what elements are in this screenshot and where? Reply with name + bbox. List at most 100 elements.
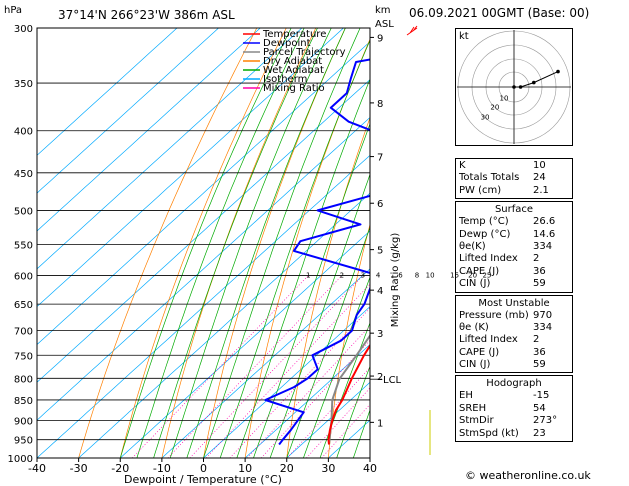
x-tick-label: 10 [238,462,252,475]
mixing-ratio-label: 15 [450,272,459,280]
most-unstable-value: 334 [533,321,553,333]
mixing-ratio-label: 25 [482,272,491,280]
indices-most-unstable: Most Unstable Pressure (mb) 970 θe (K) 334 L… [455,294,573,374]
pressure-tick-label: 750 [14,351,33,362]
dry-adiabat-line [609,28,629,458]
hodograph-index-row: StmSpd (kt) 23 [459,428,569,440]
km-unit: km [375,5,391,16]
pressure-tick-label: 850 [14,396,33,407]
wet-adiabat-line [303,276,370,458]
index-value: 10 [533,160,546,171]
surface-value: 14.6 [533,228,556,240]
pressure-tick-label: 650 [14,300,33,311]
index-name: PW (cm) [459,184,502,196]
surface-value: 26.6 [533,216,556,228]
x-tick-label: -40 [28,462,46,475]
km-tick-label: 6 [377,199,383,210]
mixing-ratio-label: 2 [340,272,344,280]
surface-value: 36 [533,265,546,277]
most-unstable-name: Lifted Index [459,334,518,346]
location-title: 37°14'N 266°23'W 386m ASL [58,8,235,22]
x-tick-label: -10 [153,462,171,475]
surface-value: 59 [533,278,546,290]
hodograph-index-row: SREH 54 [459,403,569,415]
mixing-ratio-label: 20 [468,272,477,280]
hodograph-title: Hodograph [486,378,542,390]
hodograph-index-name: SREH [459,402,487,414]
mixing-ratio-line [167,275,343,458]
most-unstable-name: θe (K) [459,321,489,333]
dewpoint-line [264,58,370,446]
pressure-tick-label: 550 [14,240,33,251]
pressure-tick-label: 400 [14,127,33,138]
mixing-ratio-line [189,275,364,458]
dry-adiabat-line [369,451,370,458]
index-row: Totals Totals 24 [459,172,569,184]
indices-hodograph: Hodograph EH -15 SREH 54 StmDir 273° StmSpd (k… [455,375,573,443]
pressure-tick-label: 800 [14,374,33,385]
hodograph-index-value: 273° [533,415,558,427]
pressure-tick-label: 900 [14,416,33,427]
surface-name: Temp (°C) [459,216,509,228]
surface-row: Lifted Index 2 [459,253,569,265]
x-tick-label: 0 [200,462,207,475]
temperature-line [327,343,370,445]
surface-name: CAPE (J) [459,265,500,277]
dry-adiabat-line [119,28,287,458]
legend-entry: Wet Adiabat [263,65,324,76]
surface-value: 2 [533,253,540,265]
wet-adiabat-line [336,365,370,458]
km-tick-label: 1 [377,418,383,429]
isotherm-line [37,28,178,156]
isotherm-line [37,28,219,194]
mixing-ratio-line [205,283,370,458]
pressure-tick-label: 950 [14,436,33,447]
mixing-ratio-axis-label: Mixing Ratio (g/kg) [390,233,401,328]
mixing-ratio-label: 8 [415,272,419,280]
mixing-ratio-line [229,307,370,458]
isotherm-line [37,28,261,232]
km-tick-label: 2 [377,372,383,383]
mixing-ratio-line [131,275,309,458]
mixing-ratio-line [287,367,370,458]
hodograph-trace [514,71,559,88]
parcel-trajectory-line [328,334,370,445]
dry-adiabat-line [572,28,611,458]
hodograph-index-name: StmSpd (kt) [459,427,519,439]
km-tick-label: 7 [377,153,383,164]
surface-name: Dewp (°C) [459,228,511,240]
hodograph-index-value: 23 [533,427,546,439]
most-unstable-name: CAPE (J) [459,346,500,358]
hodograph-index-value: -15 [533,390,550,402]
pressure-tick-label: 1000 [8,454,33,465]
isotherm-line [37,41,370,345]
most-unstable-row: CAPE (J) 36 [459,347,569,359]
surface-row: Dewp (°C) 14.6 [459,229,569,241]
x-tick-label: 40 [363,462,377,475]
legend-entry: Isotherm [263,74,307,85]
indices-table: K 10 Totals Totals 24 PW (cm) 2.1 Surface Tem… [455,156,573,443]
most-unstable-value: 2 [533,334,540,346]
hodograph-index-row: EH -15 [459,390,569,402]
date-header: 06.09.2021 00GMT (Base: 00) [409,6,590,20]
most-unstable-name: CIN (J) [459,359,491,371]
legend-entry: Temperature [262,29,326,40]
index-name: K [459,160,466,171]
hodograph-point [512,85,516,89]
indices-surface: Surface Temp (°C) 26.6 Dewp (°C) 14.6 θe(K) 3… [455,201,573,293]
hodograph-index-name: EH [459,390,473,402]
most-unstable-row: Pressure (mb) 970 [459,310,569,322]
index-value: 24 [533,172,546,184]
surface-title: Surface [494,204,534,216]
legend-entry: Dry Adiabat [263,56,322,67]
mixing-ratio-line [321,403,370,458]
most-unstable-name: Pressure (mb) [459,309,529,321]
legend-entry: Dewpoint [263,38,311,49]
x-tick-label: 30 [321,462,335,475]
isotherm-line [244,344,370,458]
most-unstable-row: Lifted Index 2 [459,334,569,346]
km-tick-label: 5 [377,246,383,257]
surface-name: Lifted Index [459,253,518,265]
wet-adiabat-line [352,409,370,458]
